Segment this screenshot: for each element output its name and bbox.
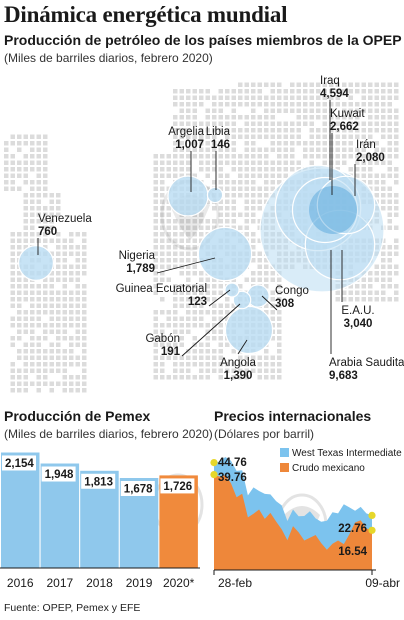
pemex-value-box-2019 [120, 480, 155, 496]
pemex-value-box-2018 [81, 473, 116, 489]
pemex-bar-chart: 2,154 1,948 1,813 1,678 1,726 2016 2017 2018 20… [0, 452, 204, 590]
pemex-value-2019: 1,678 [124, 483, 153, 495]
country-value-guinea-ecuatorial: 123 [188, 296, 207, 308]
prices-title: Precios internacionales [214, 408, 372, 424]
wti-start-marker [210, 459, 218, 467]
bubble-gulf-core [309, 186, 357, 234]
mexican-end-label: 16.54 [338, 546, 367, 558]
opep-subtitle: (Miles de barriles diarios, febrero 2020… [4, 51, 213, 65]
mexican-start-marker [210, 471, 218, 479]
pemex-value-2017: 1,948 [45, 469, 74, 481]
pemex-bar-2016 [1, 452, 40, 568]
leader-guinea-ecuatorial [208, 289, 231, 307]
pemex-value-box-2017 [41, 466, 76, 482]
country-name-arabia-saudita: Arabia Saudita [329, 357, 404, 369]
pemex-year-2018: 2018 [86, 576, 113, 590]
country-name-libia: Libia [206, 126, 231, 138]
country-value-venezuela: 760 [38, 226, 57, 238]
pemex-year-2019: 2019 [126, 576, 153, 590]
bubble-guinea-ecuatorial [224, 282, 240, 298]
country-value-nigeria: 1,789 [126, 263, 155, 275]
country-bubbles [18, 164, 385, 355]
pemex-subtitle: (Miles de barriles diarios, febrero 2020… [4, 427, 213, 441]
mexican-crude-area [214, 474, 372, 570]
country-name-iran: Irán [356, 139, 376, 151]
wti-start-label: 44.76 [218, 457, 247, 469]
legend-mexican-label: Crudo mexicano [292, 463, 365, 474]
country-value-gabon: 191 [161, 346, 181, 358]
country-name-argelia: Argelia [168, 126, 204, 138]
pemex-year-2016: 2016 [7, 576, 34, 590]
prices-subtitle: (Dólares por barril) [214, 427, 315, 441]
pemex-value-2018: 1,813 [84, 476, 113, 488]
legend-wti-label: West Texas Intermediate [292, 448, 402, 459]
country-name-iraq: Iraq [320, 75, 340, 87]
bubble-libia [206, 186, 224, 204]
country-name-kuwait: Kuwait [330, 108, 365, 120]
country-value-congo: 308 [275, 298, 295, 310]
wti-end-label: 22.76 [338, 523, 367, 535]
prices-area-chart: West Texas Intermediate Crudo mexicano 44… [210, 448, 402, 590]
legend-wti-swatch [280, 448, 289, 457]
country-value-e-a-u: 3,040 [344, 318, 373, 330]
pemex-value-box-2016 [2, 455, 36, 471]
page-title: Dinámica energética mundial [4, 2, 288, 27]
wti-end-marker [368, 511, 376, 519]
world-map-dots [4, 82, 399, 393]
prices-x-tick-end: 09-abr [365, 576, 400, 590]
country-value-argelia: 1,007 [175, 139, 204, 151]
country-value-iran: 2,080 [356, 152, 385, 164]
country-name-nigeria: Nigeria [119, 250, 156, 262]
pemex-value-2020: 1,726 [163, 481, 192, 493]
pemex-year-2017: 2017 [46, 576, 73, 590]
country-value-libia: 146 [211, 139, 230, 151]
pemex-year-2020: 2020* [163, 576, 195, 590]
leader-angola [237, 339, 248, 355]
leader-gabon [181, 303, 241, 357]
source-note: Fuente: OPEP, Pemex y EFE [4, 602, 141, 614]
bubble-angola [224, 305, 274, 355]
bubble-argelia [167, 175, 209, 217]
mexican-end-marker [368, 526, 376, 534]
bubble-venezuela [18, 245, 54, 282]
country-leader-lines [37, 100, 356, 357]
legend-mexican-swatch [280, 463, 289, 472]
country-value-arabia-saudita: 9,683 [329, 370, 358, 382]
country-name-guinea-ecuatorial: Guinea Ecuatorial [116, 283, 207, 295]
prices-x-tick-start: 28-feb [218, 576, 252, 590]
country-name-venezuela: Venezuela [38, 213, 92, 225]
country-value-kuwait: 2,662 [330, 121, 359, 133]
country-name-congo: Congo [275, 285, 309, 297]
bubble-nigeria [197, 226, 253, 282]
country-value-iraq: 4,594 [320, 88, 349, 100]
pemex-title: Producción de Pemex [4, 408, 151, 424]
bubble-gabon [232, 290, 252, 310]
mexican-start-label: 39.76 [218, 472, 247, 484]
country-name-e-a-u: E.A.U. [341, 305, 374, 317]
pemex-value-2016: 2,154 [5, 458, 34, 470]
country-name-gabon: Gabón [145, 333, 180, 345]
country-name-angola: Angola [220, 357, 256, 369]
pemex-value-box-2020 [160, 478, 195, 494]
leader-congo [261, 295, 278, 311]
leader-nigeria [156, 257, 216, 274]
country-value-angola: 1,390 [224, 370, 253, 382]
opep-title: Producción de petróleo de los países mie… [4, 32, 402, 48]
